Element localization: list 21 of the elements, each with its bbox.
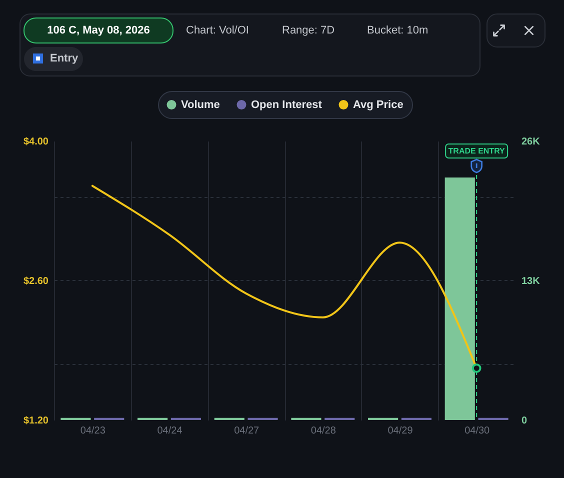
y2-tick-label: 13K bbox=[522, 276, 541, 287]
text: Range: 7D bbox=[282, 24, 335, 36]
legend-label: Avg Price bbox=[353, 98, 404, 111]
y-tick-label: $1.20 bbox=[23, 416, 49, 426]
y-tick-label: $2.60 bbox=[23, 276, 49, 287]
legend-label: Open Interest bbox=[251, 98, 322, 111]
x-tick-label: 04/24 bbox=[157, 426, 183, 436]
text: Chart: Vol/OI bbox=[186, 24, 249, 36]
chart-title: 106 C, May 08, 2026 bbox=[47, 24, 150, 36]
x-tick-label: 04/23 bbox=[80, 426, 106, 436]
x-tick-label: 04/27 bbox=[234, 426, 260, 436]
y2-tick-label: 0 bbox=[522, 416, 528, 426]
text: Bucket: 10m bbox=[367, 24, 428, 36]
legend-label: Volume bbox=[181, 98, 220, 111]
x-tick-label: 04/29 bbox=[388, 426, 414, 436]
x-tick-label: 04/30 bbox=[464, 426, 490, 436]
x-tick-label: 04/28 bbox=[310, 426, 336, 436]
y-tick-label: $4.00 bbox=[23, 136, 49, 148]
ref-line-label: TRADE ENTRY bbox=[448, 146, 506, 156]
y2-tick-label: 26K bbox=[522, 136, 541, 148]
text: Entry bbox=[50, 52, 79, 64]
